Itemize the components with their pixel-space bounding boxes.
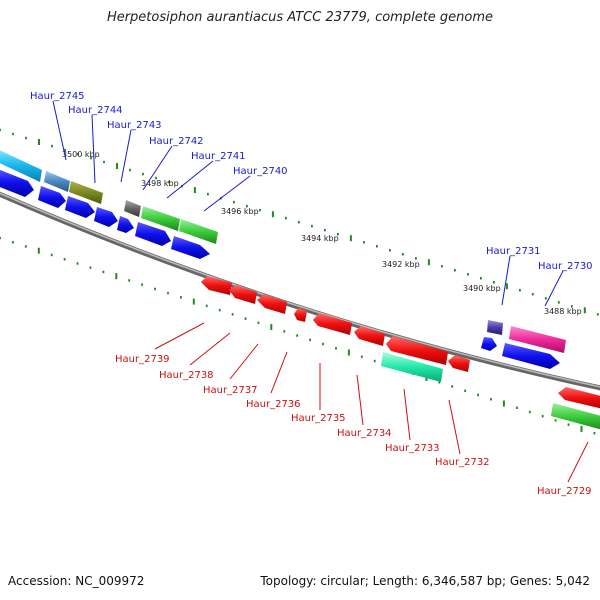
tick-label-3492: 3492 kbp <box>382 260 420 269</box>
genome-backbone <box>0 191 600 391</box>
cds-forward-8[interactable] <box>481 337 497 351</box>
gene-label-haur-2732[interactable]: Haur_2732 <box>435 457 490 468</box>
tick-label-3496: 3496 kbp <box>221 207 259 216</box>
gene-label-haur-2731[interactable]: Haur_2731 <box>486 246 541 257</box>
cds-reverse-9[interactable] <box>558 387 600 409</box>
gene-label-haur-2736[interactable]: Haur_2736 <box>246 399 301 410</box>
feature-haur-2731[interactable] <box>487 320 503 335</box>
gene-label-haur-2741[interactable]: Haur_2741 <box>191 151 246 162</box>
gene-label-haur-2740[interactable]: Haur_2740 <box>233 166 288 177</box>
feature-haur-2733[interactable] <box>381 352 443 382</box>
map-title: Herpetosiphon aurantiacus ATCC 23779, co… <box>106 10 494 25</box>
gene-label-haur-2737[interactable]: Haur_2737 <box>203 385 258 396</box>
leader-haur-2739 <box>154 322 205 350</box>
feature-haur-2729[interactable] <box>551 403 600 430</box>
cds-forward-7[interactable] <box>171 236 210 259</box>
leader-haur-2742 <box>142 145 173 191</box>
gene-label-haur-2734[interactable]: Haur_2734 <box>337 428 392 439</box>
gene-label-haur-2739[interactable]: Haur_2739 <box>115 354 170 365</box>
cds-forward-9[interactable] <box>502 343 560 369</box>
leader-haur-2740 <box>203 175 251 212</box>
leader-haur-2741 <box>166 160 214 199</box>
feature-row-reverse <box>381 352 600 430</box>
feature-row-forward <box>0 148 566 353</box>
reverse-gene-labels <box>154 322 589 483</box>
cds-reverse-8[interactable] <box>448 355 470 372</box>
tick-labels: 3500 kbp 3498 kbp 3496 kbp 3494 kbp 3492… <box>62 150 582 316</box>
gene-label-haur-2744[interactable]: Haur_2744 <box>68 105 123 116</box>
gene-label-haur-2735[interactable]: Haur_2735 <box>291 413 346 424</box>
leader-haur-2731 <box>501 255 511 306</box>
leader-haur-2737 <box>229 343 259 380</box>
tick-dot-rows <box>0 128 599 435</box>
gene-label-haur-2733[interactable]: Haur_2733 <box>385 443 440 454</box>
genome-backbone-highlight <box>0 192 600 388</box>
feature-haur-2745[interactable] <box>0 148 42 182</box>
cds-reverse-5[interactable] <box>313 313 352 335</box>
leader-haur-2743 <box>120 129 132 183</box>
leader-haur-2744 <box>91 114 96 184</box>
cds-reverse-7[interactable] <box>386 336 448 365</box>
cds-reverse-3[interactable] <box>257 294 287 314</box>
feature-haur-2744-b[interactable] <box>69 181 103 204</box>
leader-haur-2738 <box>189 332 231 366</box>
cds-forward-1[interactable] <box>0 168 34 197</box>
leader-haur-2745 <box>52 100 67 161</box>
gene-label-haur-2729[interactable]: Haur_2729 <box>537 486 592 497</box>
tick-label-3488: 3488 kbp <box>544 307 582 316</box>
leader-haur-2729 <box>567 441 589 483</box>
tick-label-3494: 3494 kbp <box>301 234 339 243</box>
tick-label-3500: 3500 kbp <box>62 150 100 159</box>
cds-forward-4[interactable] <box>94 207 118 227</box>
leader-haur-2736 <box>270 351 288 394</box>
topology-info-text: Topology: circular; Length: 6,346,587 bp… <box>260 574 590 588</box>
tick-label-3498: 3498 kbp <box>141 179 179 188</box>
cds-forward-6[interactable] <box>135 222 171 246</box>
cds-reverse-2[interactable] <box>229 285 257 304</box>
gene-label-haur-2743[interactable]: Haur_2743 <box>107 120 162 131</box>
cds-reverse-6[interactable] <box>354 326 385 346</box>
leader-haur-2734 <box>356 374 364 426</box>
gene-label-haur-2738[interactable]: Haur_2738 <box>159 370 214 381</box>
feature-haur-2742[interactable] <box>141 206 180 231</box>
cds-forward-2[interactable] <box>38 186 66 208</box>
feature-haur-2730[interactable] <box>509 326 566 353</box>
leader-haur-2733 <box>403 388 411 441</box>
forward-gene-labels <box>52 100 564 307</box>
gene-label-haur-2742[interactable]: Haur_2742 <box>149 136 204 147</box>
cds-forward-5[interactable] <box>117 216 134 233</box>
leader-haur-2730 <box>544 270 564 307</box>
leader-haur-2732 <box>448 399 461 455</box>
cds-forward-3[interactable] <box>65 196 95 218</box>
cds-row-forward <box>0 168 560 369</box>
cds-row-reverse <box>201 276 600 409</box>
cds-reverse-4[interactable] <box>294 308 307 322</box>
gene-label-haur-2745[interactable]: Haur_2745 <box>30 91 85 102</box>
tick-label-3490: 3490 kbp <box>463 284 501 293</box>
cds-reverse-1[interactable] <box>201 276 232 295</box>
accession-text: Accession: NC_009972 <box>8 574 145 588</box>
feature-haur-2743[interactable] <box>124 200 141 217</box>
feature-haur-2741[interactable] <box>179 219 218 244</box>
feature-haur-2744-a[interactable] <box>44 171 70 192</box>
gene-label-haur-2730[interactable]: Haur_2730 <box>538 261 593 272</box>
